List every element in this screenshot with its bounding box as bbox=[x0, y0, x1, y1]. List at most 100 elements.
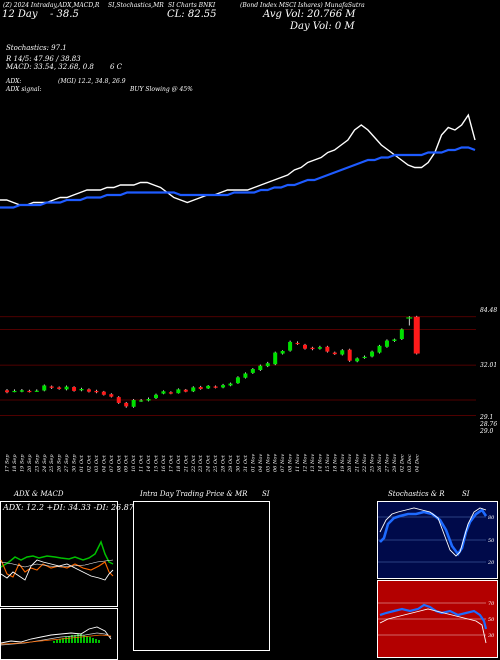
date-label: 01 Nov bbox=[250, 454, 256, 472]
adx-panel-title: ADX & MACD bbox=[14, 490, 64, 498]
date-label: 23 Oct bbox=[198, 454, 204, 473]
macd-histogram-bar bbox=[53, 641, 55, 643]
candle-body bbox=[183, 389, 188, 392]
candle-body bbox=[235, 377, 240, 384]
day-volume: Day Vol: 0 M bbox=[290, 21, 355, 32]
date-label: 04 Dec bbox=[414, 454, 420, 472]
date-label: 12 Nov bbox=[303, 454, 309, 472]
level-label-mid: 32.01 bbox=[480, 362, 498, 369]
candle-body bbox=[176, 389, 181, 394]
date-label: 07 Nov bbox=[280, 454, 286, 472]
date-label: 24 Oct bbox=[206, 454, 212, 473]
candle-body bbox=[288, 341, 293, 351]
candle-body bbox=[347, 349, 352, 361]
date-label: 21 Nov bbox=[355, 454, 361, 473]
bar-period-label: 12 Day bbox=[2, 9, 38, 20]
date-label: 11 Nov bbox=[295, 454, 301, 472]
candle-body bbox=[198, 387, 203, 389]
macd-panel bbox=[0, 608, 118, 660]
candle-body bbox=[355, 358, 360, 362]
stochastics-readout: Stochastics: 97.1 bbox=[6, 44, 67, 52]
intraday-panel bbox=[133, 501, 270, 651]
level-label-low3: 29.0 bbox=[480, 428, 494, 435]
candle-body bbox=[310, 347, 315, 350]
rsi-readout: R 14/5: 47.96 / 38.83 bbox=[6, 55, 81, 63]
date-label: 08 Nov bbox=[288, 454, 294, 472]
adx-readout: ADX: 12.2 +DI: 34.33 -DI: 26.87 bbox=[3, 503, 134, 512]
candle-body bbox=[206, 385, 211, 389]
date-label: 29 Nov bbox=[392, 454, 398, 473]
macd-histogram bbox=[53, 634, 100, 643]
candle-body bbox=[79, 388, 84, 391]
price-chart: 17 Sep 18 Sep 19 Sep 20 Sep 23 Sep 24 Sep 25 S… bbox=[0, 113, 476, 473]
header-mid: SI,Stochastics,MR bbox=[108, 2, 164, 9]
macd-histogram-bar bbox=[92, 638, 94, 643]
macd-histogram-bar bbox=[62, 638, 64, 643]
candle-body bbox=[221, 385, 226, 388]
macd-tail: 6 C bbox=[110, 63, 123, 71]
date-label: 25 Sep bbox=[49, 454, 55, 473]
stochastics-lines: 80 50 20 bbox=[378, 507, 495, 566]
candle-body bbox=[399, 329, 404, 340]
date-label: 17 Sep bbox=[5, 454, 11, 472]
buy-signal: BUY Slowing @ 45% bbox=[130, 86, 193, 93]
level-label-low2: 28.76 bbox=[480, 421, 498, 428]
stoch-tick-50: 50 bbox=[488, 538, 495, 544]
candle-body bbox=[139, 400, 144, 402]
date-label: 27 Nov bbox=[384, 454, 390, 473]
date-label: 29 Oct bbox=[228, 454, 234, 473]
candle-body bbox=[191, 387, 196, 392]
date-label: 25 Oct bbox=[213, 454, 219, 473]
macd-histogram-bar bbox=[68, 636, 70, 643]
stochastics-panel: 80 50 20 bbox=[377, 501, 498, 579]
date-label: 20 Nov bbox=[347, 454, 353, 473]
candle-body bbox=[265, 363, 270, 367]
date-label: 24 Sep bbox=[42, 454, 48, 473]
date-label: 08 Oct bbox=[116, 454, 122, 472]
date-axis-labels: 17 Sep 18 Sep 19 Sep 20 Sep 23 Sep 24 Sep 25 S… bbox=[5, 454, 421, 473]
candle-body bbox=[413, 316, 420, 354]
candle-body bbox=[124, 402, 129, 407]
macd-histogram-bar bbox=[83, 635, 85, 643]
date-label: 19 Nov bbox=[340, 454, 346, 472]
date-label: 28 Oct bbox=[221, 454, 227, 473]
header-left: (Z) 2024 Intraday,ADX,MACD,R bbox=[3, 2, 100, 9]
level-label-low1: 29.1 bbox=[480, 414, 494, 421]
date-label: 22 Nov bbox=[362, 454, 368, 473]
candle-body bbox=[273, 352, 278, 365]
intra-panel-title2: SI bbox=[262, 490, 270, 498]
adx-signal-label: ADX signal: bbox=[6, 86, 42, 93]
adx-panel: ADX: 12.2 +DI: 34.33 -DI: 26.87 bbox=[0, 501, 134, 607]
macd-histogram-bar bbox=[86, 636, 88, 643]
rsi-tick-50: 50 bbox=[488, 617, 495, 623]
stoch-panel-title2: SI bbox=[462, 490, 470, 498]
date-label: 18 Sep bbox=[12, 454, 18, 472]
candle-body bbox=[101, 391, 106, 395]
date-label: 21 Oct bbox=[183, 454, 189, 473]
candle-body bbox=[49, 386, 54, 388]
date-label: 03 Oct bbox=[94, 454, 100, 472]
date-label: 30 Sep bbox=[72, 454, 78, 472]
price-levels bbox=[0, 316, 476, 416]
date-label: 18 Nov bbox=[332, 454, 338, 472]
level-label-top: 84.48 bbox=[480, 307, 498, 314]
date-label: 04 Oct bbox=[101, 454, 107, 472]
candle-body bbox=[161, 391, 166, 394]
candle-body bbox=[377, 345, 382, 353]
date-label: 13 Nov bbox=[310, 454, 316, 472]
adx-values: (MGI) 12.2, 34.8, 26.9 bbox=[58, 78, 126, 85]
header-mid2: SI Charts BNKI bbox=[168, 2, 216, 9]
macd-histogram-bar bbox=[71, 635, 73, 643]
candle-body bbox=[64, 386, 69, 390]
moving-average-line bbox=[0, 146, 476, 209]
macd-histogram-bar bbox=[74, 635, 76, 643]
stoch-tick-80: 80 bbox=[488, 515, 495, 521]
avg-volume: Avg Vol: 20.766 M bbox=[263, 9, 356, 20]
stoch-panel-title: Stochastics & R bbox=[388, 490, 445, 498]
date-label: 04 Nov bbox=[258, 454, 264, 472]
candle-body bbox=[154, 394, 158, 399]
date-label: 23 Sep bbox=[34, 454, 40, 473]
rsi-tick-70: 70 bbox=[488, 601, 495, 607]
date-label: 05 Nov bbox=[265, 454, 271, 472]
date-label: 02 Dec bbox=[399, 454, 405, 472]
